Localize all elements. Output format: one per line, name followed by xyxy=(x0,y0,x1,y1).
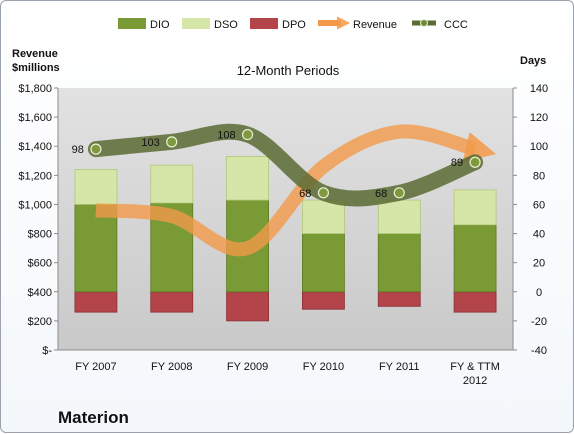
bar-dso xyxy=(226,156,269,201)
bar-dio xyxy=(302,233,345,293)
category-label: FY 2007 xyxy=(75,361,116,373)
legend: DIO DSO DPO Revenue CCC xyxy=(118,16,468,31)
left-tick-label: $800 xyxy=(28,229,52,241)
legend-label-dio: DIO xyxy=(150,19,170,31)
ccc-data-label: 68 xyxy=(375,188,387,200)
bar-dpo xyxy=(377,291,421,307)
legend-marker-ccc xyxy=(420,19,428,27)
left-axis-label-line2: $millions xyxy=(12,62,60,74)
ccc-point xyxy=(90,143,102,155)
ccc-point xyxy=(469,156,481,168)
bar-dso xyxy=(377,199,421,234)
left-tick-label: $1,200 xyxy=(18,170,52,182)
right-axis-label: Days xyxy=(520,55,546,67)
right-tick-label: -40 xyxy=(531,345,547,357)
legend-label-revenue: Revenue xyxy=(353,19,397,31)
legend-label-ccc: CCC xyxy=(444,19,468,31)
ccc-point xyxy=(241,128,254,141)
bar-dpo xyxy=(302,291,345,310)
left-tick-label: $1,000 xyxy=(18,199,52,211)
category-label: FY 2008 xyxy=(151,361,192,373)
legend-swatch-dio xyxy=(118,18,146,29)
chart-title: 12-Month Periods xyxy=(237,63,340,78)
right-tick-label: 100 xyxy=(530,141,548,153)
category-label: FY 2011 xyxy=(379,361,420,373)
left-tick-label: $400 xyxy=(28,287,52,299)
right-axis-ticks: -40 -20 0 20 40 60 80 100 120 140 xyxy=(513,83,548,357)
bar-dso xyxy=(453,189,497,226)
legend-swatch-dpo xyxy=(250,18,278,29)
ccc-point xyxy=(393,187,405,199)
right-tick-label: 60 xyxy=(533,199,545,211)
ccc-point xyxy=(317,187,330,199)
category-label: 2012 xyxy=(463,375,487,387)
bar-dso xyxy=(150,164,194,204)
revenue-line xyxy=(95,124,497,257)
right-tick-label: 20 xyxy=(533,258,545,270)
right-tick-label: 120 xyxy=(530,112,548,124)
left-tick-label: $200 xyxy=(28,316,52,328)
right-tick-label: 0 xyxy=(536,287,542,299)
bar-dso xyxy=(74,169,118,205)
ccc-point xyxy=(166,136,178,148)
bar-dso xyxy=(302,199,345,234)
bar-dio xyxy=(453,224,497,293)
left-tick-label: $1,400 xyxy=(18,141,52,153)
left-tick-label: $600 xyxy=(28,258,52,270)
bar-dpo xyxy=(226,291,269,322)
left-tick-label: $1,800 xyxy=(18,83,52,95)
category-labels: FY 2007 FY 2008 FY 2009 FY 2010 FY 2011 FY & … xyxy=(75,361,500,387)
right-tick-label: 140 xyxy=(530,83,548,95)
bar-dio xyxy=(377,233,421,293)
ccc-data-label: 108 xyxy=(217,130,235,142)
ccc-data-label: 103 xyxy=(141,137,159,149)
left-axis-label-line1: Revenue xyxy=(12,48,58,60)
ccc-data-label: 98 xyxy=(72,144,84,156)
bar-dpo xyxy=(74,291,118,313)
left-axis-ticks: $- $200 $400 $600 $800 $1,000 $1,200 $1,400 $1,6… xyxy=(18,83,58,357)
ccc-data-label: 68 xyxy=(299,188,311,200)
company-name: Materion xyxy=(58,408,129,427)
category-label: FY 2009 xyxy=(227,361,268,373)
legend-label-dpo: DPO xyxy=(282,19,306,31)
legend-label-dso: DSO xyxy=(214,19,238,31)
ccc-data-label: 89 xyxy=(451,157,463,169)
bar-dpo xyxy=(453,291,497,313)
left-tick-label: $1,600 xyxy=(18,112,52,124)
category-label: FY 2010 xyxy=(303,361,344,373)
left-tick-label: $- xyxy=(42,345,52,357)
lines: 98 103 108 68 68 89 xyxy=(72,123,497,257)
right-tick-label: 40 xyxy=(533,229,545,241)
bar-dio xyxy=(74,204,118,293)
right-tick-label: -20 xyxy=(531,316,547,328)
right-tick-label: 80 xyxy=(533,170,545,182)
category-label: FY & TTM xyxy=(450,361,500,373)
legend-swatch-dso xyxy=(182,18,210,29)
bar-dpo xyxy=(150,291,194,313)
